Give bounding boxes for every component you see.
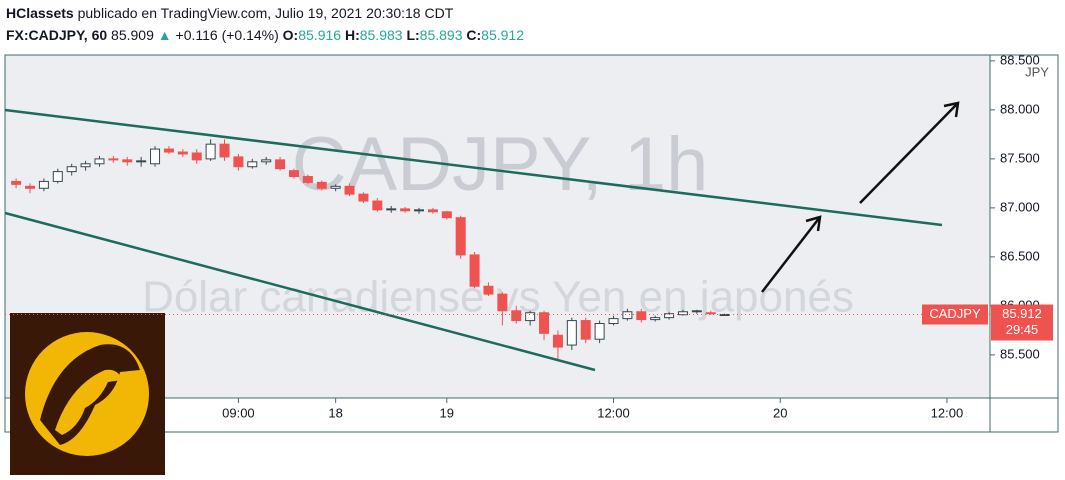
published: publicado en TradingView.com, Julio 19, … (77, 5, 454, 21)
arrow (761, 215, 822, 293)
candle-body (455, 217, 466, 256)
trend-line-lower (4, 211, 596, 372)
header-line-2: FX:CADJPY, 60 85.909 ▲ +0.116 (+0.14%) O… (6, 27, 524, 43)
candle-body (205, 143, 216, 160)
candle-body (580, 320, 591, 340)
logo (10, 313, 165, 475)
candle-body (511, 310, 522, 322)
header-line-1: HClassets publicado en TradingView.com, … (6, 5, 453, 21)
logo-eagle-inner (55, 369, 122, 435)
candle-body (25, 185, 36, 189)
candle-body (288, 170, 299, 178)
candle-body (344, 185, 355, 195)
watermark: CADJPY, 1h (292, 122, 709, 207)
candle-body (150, 148, 161, 165)
candle-body (469, 254, 480, 287)
candle-body (302, 176, 313, 183)
candle-body (483, 285, 494, 295)
candle-body (650, 317, 661, 321)
candle-body (136, 160, 147, 163)
y-tick-label: 85.500 (1000, 346, 1040, 361)
candle-body (691, 310, 702, 313)
y-tick-label: 87.500 (1000, 150, 1040, 165)
candle-body (38, 180, 49, 189)
direction: ▲ (157, 27, 172, 43)
candle-body (11, 180, 22, 185)
candle-body (594, 323, 605, 340)
candle-body (80, 163, 91, 168)
candle-body (316, 181, 327, 189)
chart-frame (4, 54, 1059, 433)
candle-body (636, 311, 647, 321)
x-tick-label: 12:00 (597, 405, 630, 420)
candle-body (219, 143, 230, 158)
y-tick-label: 88.500 (1000, 52, 1040, 67)
ohlc-label: O: (282, 27, 299, 43)
candle-body (414, 209, 425, 212)
x-tick-label: 20 (773, 405, 787, 420)
candle-body (163, 148, 174, 153)
candle-body (427, 209, 438, 213)
candle-body (608, 318, 619, 325)
countdown: 29:45 (1006, 322, 1039, 337)
candle-body (539, 312, 550, 334)
candle-body (441, 211, 452, 219)
candles (11, 139, 730, 360)
candle-body (372, 200, 383, 211)
price: 85.909 (111, 27, 154, 43)
candle-body (386, 208, 397, 211)
candle-body (66, 166, 77, 173)
price-tag (991, 304, 1053, 341)
candle-body (191, 152, 202, 161)
candle-body (247, 161, 258, 168)
x-tick-label: 18 (328, 405, 342, 420)
ohlc-label: H: (344, 27, 360, 43)
x-tick-label: 12:00 (931, 405, 964, 420)
candle-body (261, 159, 272, 163)
y-tick-label: 86.500 (1000, 248, 1040, 263)
trend-line-upper (4, 108, 943, 227)
arrow (859, 101, 960, 204)
candle-body (664, 313, 675, 319)
candle-body (177, 151, 188, 155)
candle-body (233, 156, 244, 168)
candle-body (400, 208, 411, 212)
arrows (761, 101, 960, 293)
y-tick-label: 87.000 (1000, 199, 1040, 214)
x-tick-label: 19 (440, 405, 454, 420)
ohlc-value: 85.983 (359, 27, 403, 43)
candle-body (677, 311, 688, 316)
candle-body (122, 159, 133, 163)
candle-body (108, 158, 119, 161)
candle-body (275, 159, 286, 170)
candle-body (330, 185, 341, 189)
candle-body (497, 293, 508, 312)
ohlc-label: C: (466, 27, 482, 43)
currency-label: JPY (1025, 64, 1049, 79)
candle-body (94, 158, 105, 165)
candle-body (358, 193, 369, 202)
symbol-tag (922, 304, 988, 325)
candle-body (622, 311, 633, 320)
candle-body (552, 334, 563, 348)
symbol-tag-label: CADJPY (929, 306, 981, 321)
ohlc-value: 85.893 (419, 27, 463, 43)
ohlc-value: 85.916 (298, 27, 342, 43)
ohlc-value: 85.912 (481, 27, 524, 43)
candle-body (705, 312, 716, 315)
candle-body (566, 320, 577, 346)
x-tick-label: 09:00 (222, 405, 255, 420)
change: +0.116 (+0.14%) (175, 27, 279, 43)
ohlc-label: L: (406, 27, 420, 43)
price-tag-value: 85.912 (1002, 306, 1042, 321)
y-tick-label: 88.000 (1000, 101, 1040, 116)
symbol: FX:CADJPY, 60 (6, 27, 108, 43)
candle-body (52, 171, 63, 182)
plot-background (5, 55, 990, 398)
author: HClassets (6, 5, 74, 21)
candle-body (525, 312, 536, 322)
